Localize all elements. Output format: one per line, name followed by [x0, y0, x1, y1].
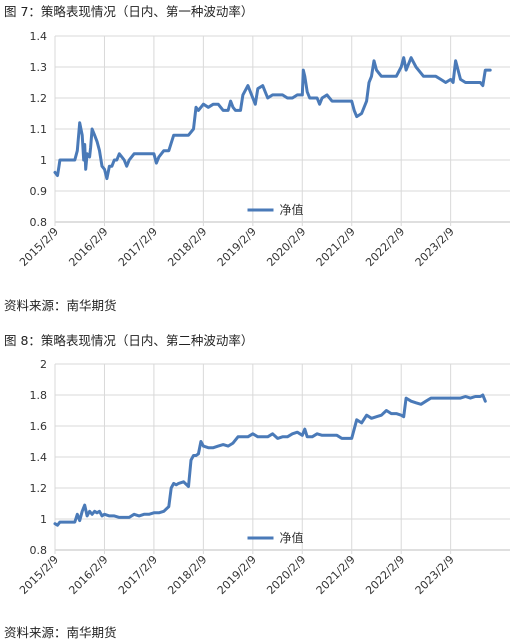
- y-tick-label: 1.6: [30, 420, 48, 433]
- x-tick-label: 2017/2/9: [116, 225, 160, 269]
- figure-8-caption: 图 8：策略表现情况（日内、第二种波动率）: [4, 333, 254, 348]
- y-tick-label: 1.2: [30, 482, 48, 495]
- x-tick-label: 2019/2/9: [215, 225, 259, 269]
- x-tick-label: 2016/2/9: [66, 225, 110, 269]
- x-tick-label: 2020/2/9: [264, 225, 308, 269]
- x-tick-label: 2022/2/9: [363, 225, 407, 269]
- y-tick-label: 2: [40, 358, 47, 371]
- series-line-净值: [53, 393, 487, 527]
- y-tick-label: 0.8: [30, 544, 48, 557]
- x-tick-label: 2023/2/9: [413, 225, 457, 269]
- y-tick-label: 1.4: [30, 30, 48, 43]
- x-tick-label: 2015/2/9: [17, 225, 61, 269]
- y-tick-label: 1.1: [30, 123, 48, 136]
- x-tick-label: 2016/2/9: [66, 553, 110, 597]
- figure-8-source: 资料来源：南华期货: [4, 625, 117, 640]
- x-tick-label: 2018/2/9: [165, 225, 209, 269]
- y-tick-label: 1.2: [30, 92, 48, 105]
- figure-7-chart: 0.8 0.9 1 1.1 1.2 1.3 1.4 2015/2/9 2016/2/9 2017/…: [17, 30, 510, 269]
- x-tick-label: 2019/2/9: [215, 553, 259, 597]
- series-line-净值: [53, 56, 492, 181]
- figure-7-source: 资料来源：南华期货: [4, 298, 117, 313]
- figure-7-caption: 图 7：策略表现情况（日内、第一种波动率）: [4, 4, 254, 19]
- x-tick-label: 2017/2/9: [116, 553, 160, 597]
- figure-8-chart: 0.8 1 1.2 1.4 1.6 1.8 2 2015/2/9 2016/2/9 2017/2/…: [17, 358, 510, 597]
- legend-label: 净值: [280, 202, 304, 217]
- x-tick-label: 2020/2/9: [264, 553, 308, 597]
- x-tick-label: 2023/2/9: [413, 553, 457, 597]
- y-tick-label: 1.4: [30, 451, 48, 464]
- y-tick-label: 1.3: [30, 61, 48, 74]
- y-tick-label: 0.8: [30, 216, 48, 229]
- x-tick-label: 2018/2/9: [165, 553, 209, 597]
- x-tick-label: 2015/2/9: [17, 553, 61, 597]
- x-tick-label: 2021/2/9: [314, 553, 358, 597]
- legend-label: 净值: [280, 530, 304, 545]
- x-tick-label: 2022/2/9: [363, 553, 407, 597]
- y-tick-label: 1: [40, 513, 47, 526]
- x-tick-label: 2021/2/9: [314, 225, 358, 269]
- y-tick-label: 1.8: [30, 389, 48, 402]
- y-tick-label: 0.9: [30, 185, 48, 198]
- y-tick-label: 1: [40, 154, 47, 167]
